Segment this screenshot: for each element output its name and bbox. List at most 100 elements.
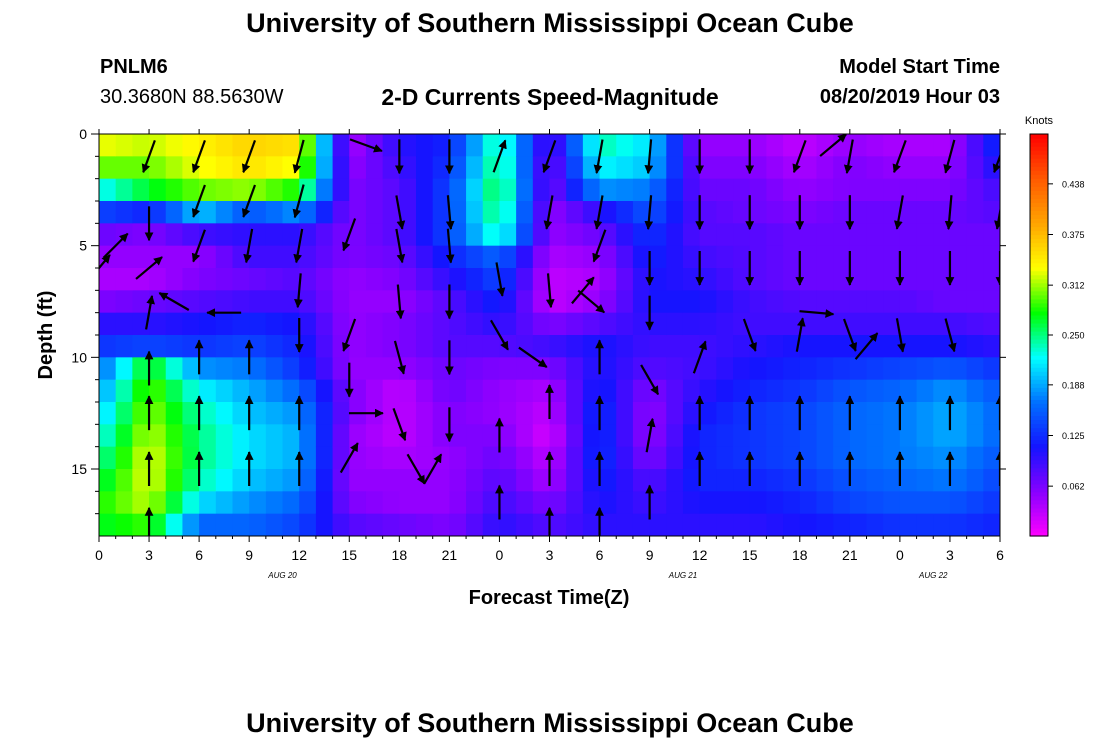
heatmap-cell <box>933 201 951 224</box>
heatmap-cell <box>399 469 417 492</box>
heatmap-cell <box>883 134 901 157</box>
heatmap-cell <box>416 513 434 536</box>
heatmap-cell <box>532 156 551 180</box>
colorbar-segment <box>1030 198 1048 203</box>
heatmap-cell <box>632 402 651 425</box>
colorbar-segment <box>1030 146 1048 151</box>
colorbar-segment <box>1030 347 1048 352</box>
chart-subtitle: 2-D Currents Speed-Magnitude <box>381 84 719 110</box>
heatmap-cell <box>566 335 584 358</box>
heatmap-cell <box>416 424 434 448</box>
heatmap-cell <box>799 335 818 358</box>
current-vector <box>406 453 426 485</box>
heatmap-cell <box>582 513 601 536</box>
colorbar-segment <box>1030 503 1048 509</box>
heatmap-cell <box>799 245 818 269</box>
heatmap-cell <box>232 357 250 381</box>
date-label: AUG 21 <box>668 571 697 580</box>
current-vector <box>339 442 359 474</box>
heatmap-cell <box>616 223 634 247</box>
heatmap-cell <box>165 178 184 202</box>
heatmap-cell <box>666 201 684 224</box>
heatmap-cell <box>799 446 818 470</box>
heatmap-cell <box>666 446 684 470</box>
heatmap-cell <box>783 156 801 180</box>
heatmap-cell <box>232 178 250 202</box>
current-vector <box>392 407 407 442</box>
heatmap-cell <box>99 402 117 425</box>
heatmap-cell <box>866 424 884 448</box>
heatmap-cell <box>182 491 200 515</box>
heatmap-cell <box>382 491 400 515</box>
heatmap-cell <box>983 379 1000 403</box>
current-vector <box>349 138 383 153</box>
heatmap-cell <box>165 245 184 269</box>
colorbar-segment <box>1030 343 1048 348</box>
heatmap-cell <box>549 134 567 157</box>
heatmap-cell <box>933 491 951 515</box>
colorbar-segment <box>1030 515 1048 521</box>
heatmap-cell <box>299 446 317 470</box>
heatmap-cell <box>449 469 467 492</box>
heatmap-cell <box>966 402 984 425</box>
heatmap-cell <box>983 357 1000 381</box>
heatmap-cell <box>282 178 300 202</box>
heatmap-cell <box>899 424 918 448</box>
y-axis-label: Depth (ft) <box>35 291 57 380</box>
heatmap-cell <box>666 178 684 202</box>
heatmap-cell <box>766 335 784 358</box>
heatmap-cell <box>382 379 400 403</box>
heatmap-cell <box>616 513 634 536</box>
heatmap-cell <box>649 335 667 358</box>
heatmap-cell <box>249 268 267 291</box>
heatmap-cell <box>549 402 567 425</box>
heatmap-cell <box>182 513 200 536</box>
heatmap-cell <box>432 402 450 425</box>
heatmap-cell <box>115 134 133 157</box>
current-vector <box>842 318 858 352</box>
heatmap-cell <box>899 268 918 291</box>
heatmap-cell <box>966 513 984 536</box>
colorbar-segment <box>1030 154 1048 159</box>
heatmap-cell <box>149 312 167 336</box>
heatmap-cell <box>749 491 768 515</box>
heatmap-cell <box>165 446 184 470</box>
heatmap-cell <box>299 424 317 448</box>
heatmap-cell <box>582 312 601 336</box>
colorbar-segment <box>1030 411 1048 416</box>
heatmap-cell <box>299 245 317 269</box>
heatmap-cell <box>265 156 284 180</box>
heatmap-cell <box>332 268 350 291</box>
heatmap-cell <box>783 178 801 202</box>
heatmap-cell <box>749 268 768 291</box>
heatmap-cell <box>482 513 501 536</box>
heatmap-cell <box>432 290 450 314</box>
heatmap-cell <box>449 290 467 314</box>
colorbar-segment <box>1030 523 1048 529</box>
current-vector <box>854 332 879 360</box>
heatmap-cell <box>115 201 133 224</box>
colorbar-segment <box>1030 415 1048 421</box>
heatmap-cell <box>282 268 300 291</box>
heatmap-cell <box>365 268 384 291</box>
heatmap-cell <box>966 178 984 202</box>
heatmap-cell <box>466 245 484 269</box>
heatmap-cell <box>582 446 601 470</box>
colorbar-segment <box>1030 290 1048 296</box>
y-tick-label: 10 <box>71 349 87 365</box>
heatmap-cell <box>365 446 384 470</box>
heatmap-cell <box>149 513 167 536</box>
heatmap-cell <box>532 357 551 381</box>
heatmap-cell <box>566 201 584 224</box>
heatmap-cell <box>666 156 684 180</box>
heatmap-cell <box>99 178 117 202</box>
heatmap-cell <box>299 402 317 425</box>
current-vector <box>241 184 257 218</box>
colorbar-segment <box>1030 431 1048 437</box>
heatmap-cell <box>249 446 267 470</box>
heatmap-cell <box>716 312 734 336</box>
heatmap-cell <box>299 379 317 403</box>
heatmap-cell <box>582 245 601 269</box>
heatmap-cell <box>182 335 200 358</box>
heatmap-cell <box>115 513 133 536</box>
